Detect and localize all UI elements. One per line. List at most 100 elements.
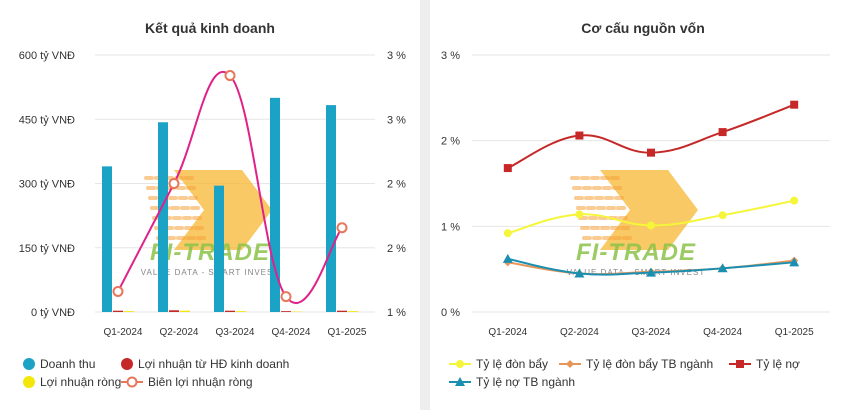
point-0-Q2-2024	[575, 210, 584, 219]
point-0-Q3-2024	[647, 221, 655, 230]
y2-tick-label: 2 %	[387, 243, 406, 255]
bar-Q1-2024-1	[113, 310, 123, 312]
legend-margin[interactable]: Biên lợi nhuận ròng	[120, 375, 253, 389]
margin-point-Q1-2024	[112, 285, 124, 297]
legend-leverage-industry-label: Tỷ lệ đòn bẩy TB ngành	[586, 357, 714, 371]
y-tick-label: 2 %	[441, 136, 460, 148]
legend-debt-ratio-swatch	[728, 357, 752, 371]
legend-debt-ratio-industry-label: Tỷ lệ nợ TB ngành	[476, 375, 576, 389]
margin-point-Q4-2024	[280, 291, 292, 303]
bar-Q3-2024-0	[214, 185, 224, 312]
legend-leverage[interactable]: Tỷ lệ đòn bẩy	[448, 357, 548, 371]
point-3-Q2-2024	[574, 268, 585, 278]
business-results-title: Kết quả kinh doanh	[145, 20, 275, 36]
y-tick-label: 450 tỷ VNĐ	[19, 114, 75, 126]
legend-leverage-industry[interactable]: Tỷ lệ đòn bẩy TB ngành	[558, 357, 713, 371]
legend-net-profit[interactable]: Lợi nhuận ròng	[22, 375, 121, 389]
x-tick-label: Q1-2025	[328, 327, 367, 338]
legend-leverage-industry-swatch	[558, 357, 582, 371]
margin-point-Q2-2024	[168, 178, 180, 189]
bar-Q2-2024-1	[169, 310, 179, 312]
legend-revenue-swatch	[22, 357, 36, 371]
legend-debt-ratio-industry-swatch	[448, 375, 472, 389]
x-tick-label: Q3-2024	[216, 327, 255, 338]
bar-Q4-2024-0	[270, 97, 280, 312]
bar-Q2-2024-0	[158, 122, 168, 312]
x-tick-label: Q4-2024	[703, 327, 742, 338]
watermark-brand: FI-TRADE	[576, 239, 696, 266]
capital-structure-title: Cơ cấu nguồn vốn	[581, 20, 705, 36]
x-axis-ticks: Q1-2024 Q2-2024 Q3-2024 Q4-2024 Q1-2025	[104, 327, 367, 338]
y-tick-label: 600 tỷ VNĐ	[19, 50, 75, 62]
series-lines	[502, 100, 800, 278]
bar-Q1-2024-0	[102, 166, 112, 312]
x-tick-label: Q1-2025	[775, 327, 814, 338]
y-axis-ticks: 0 % 1 % 2 % 3 %	[441, 50, 460, 319]
legend-revenue[interactable]: Doanh thu	[22, 357, 95, 371]
point-3-Q4-2024	[717, 263, 728, 273]
point-2-Q4-2024	[718, 128, 727, 137]
legend-op-profit-swatch	[120, 357, 134, 371]
bar-Q2-2024-2	[180, 310, 190, 312]
legend-margin-label: Biên lợi nhuận ròng	[148, 375, 253, 389]
point-0-Q1-2024	[503, 229, 512, 238]
bar-Q1-2025-2	[348, 311, 358, 312]
y2-tick-label: 3 %	[387, 114, 406, 126]
bar-Q1-2025-1	[337, 310, 347, 312]
watermark-brand: FI-TRADE	[150, 239, 270, 266]
margin-line	[112, 70, 348, 304]
legend-debt-ratio[interactable]: Tỷ lệ nợ	[728, 357, 800, 371]
business-results-chart: FI-TRADE VALUE DATA - SMART INVEST 0 tỷ V…	[19, 50, 406, 338]
margin-point-Q3-2024	[224, 70, 236, 82]
capital-structure-panel: Cơ cấu nguồn vốn FI-TRADE VALUE DATA - SM…	[430, 0, 856, 410]
y2-tick-label: 1 %	[387, 307, 406, 319]
watermark-tagline: VALUE DATA - SMART INVEST	[141, 268, 280, 277]
x-tick-label: Q3-2024	[632, 327, 671, 338]
bar-Q3-2024-2	[236, 311, 246, 312]
bar-Q3-2024-1	[225, 310, 235, 312]
legend-leverage-swatch	[448, 357, 472, 371]
point-0-Q1-2025	[790, 196, 799, 205]
y-axis-ticks: 0 tỷ VNĐ 150 tỷ VNĐ 300 tỷ VNĐ 450 tỷ VNĐ 60…	[19, 50, 75, 319]
x-tick-label: Q2-2024	[160, 327, 199, 338]
y-tick-label: 0 tỷ VNĐ	[31, 307, 75, 319]
business-results-panel: Kết quả kinh doanh FI-TRADE VALUE DATA - …	[0, 0, 420, 410]
point-3-Q3-2024	[646, 267, 656, 277]
y-tick-label: 1 %	[441, 221, 460, 233]
point-2-Q2-2024	[575, 131, 584, 140]
y2-tick-label: 3 %	[387, 50, 406, 62]
bar-Q4-2024-1	[281, 311, 291, 312]
legend-margin-swatch	[120, 375, 144, 389]
bars	[102, 97, 358, 313]
legend-op-profit[interactable]: Lợi nhuận từ HĐ kinh doanh	[120, 357, 289, 371]
x-tick-label: Q1-2024	[104, 327, 143, 338]
x-tick-label: Q1-2024	[488, 327, 527, 338]
y-tick-label: 0 %	[441, 307, 460, 319]
y-tick-label: 300 tỷ VNĐ	[19, 179, 75, 191]
x-tick-label: Q2-2024	[560, 327, 599, 338]
legend-revenue-label: Doanh thu	[40, 357, 96, 371]
y2-tick-label: 2 %	[387, 179, 406, 191]
point-3-Q1-2025	[789, 257, 800, 267]
bar-Q1-2025-0	[326, 105, 336, 313]
grid	[472, 54, 830, 313]
legend-debt-ratio-industry[interactable]: Tỷ lệ nợ TB ngành	[448, 375, 575, 389]
margin-point-Q1-2025	[336, 222, 348, 234]
series-line-2	[507, 103, 795, 169]
point-3-Q1-2024	[502, 253, 513, 263]
legend-net-profit-swatch	[22, 375, 36, 389]
y-tick-label: 3 %	[441, 50, 460, 62]
point-2-Q1-2025	[790, 100, 799, 109]
point-0-Q4-2024	[718, 211, 727, 220]
x-axis-ticks: Q1-2024 Q2-2024 Q3-2024 Q4-2024 Q1-2025	[488, 327, 814, 338]
y-tick-label: 150 tỷ VNĐ	[19, 243, 75, 255]
legend-net-profit-label: Lợi nhuận ròng	[40, 375, 122, 389]
legend-leverage-label: Tỷ lệ đòn bẩy	[476, 357, 549, 371]
point-2-Q3-2024	[647, 148, 655, 157]
x-tick-label: Q4-2024	[272, 327, 311, 338]
point-2-Q1-2024	[503, 164, 512, 173]
legend-debt-ratio-label: Tỷ lệ nợ	[756, 357, 800, 371]
y2-axis-ticks: 1 % 2 % 2 % 3 % 3 %	[387, 50, 406, 319]
bar-Q1-2024-2	[124, 311, 134, 312]
